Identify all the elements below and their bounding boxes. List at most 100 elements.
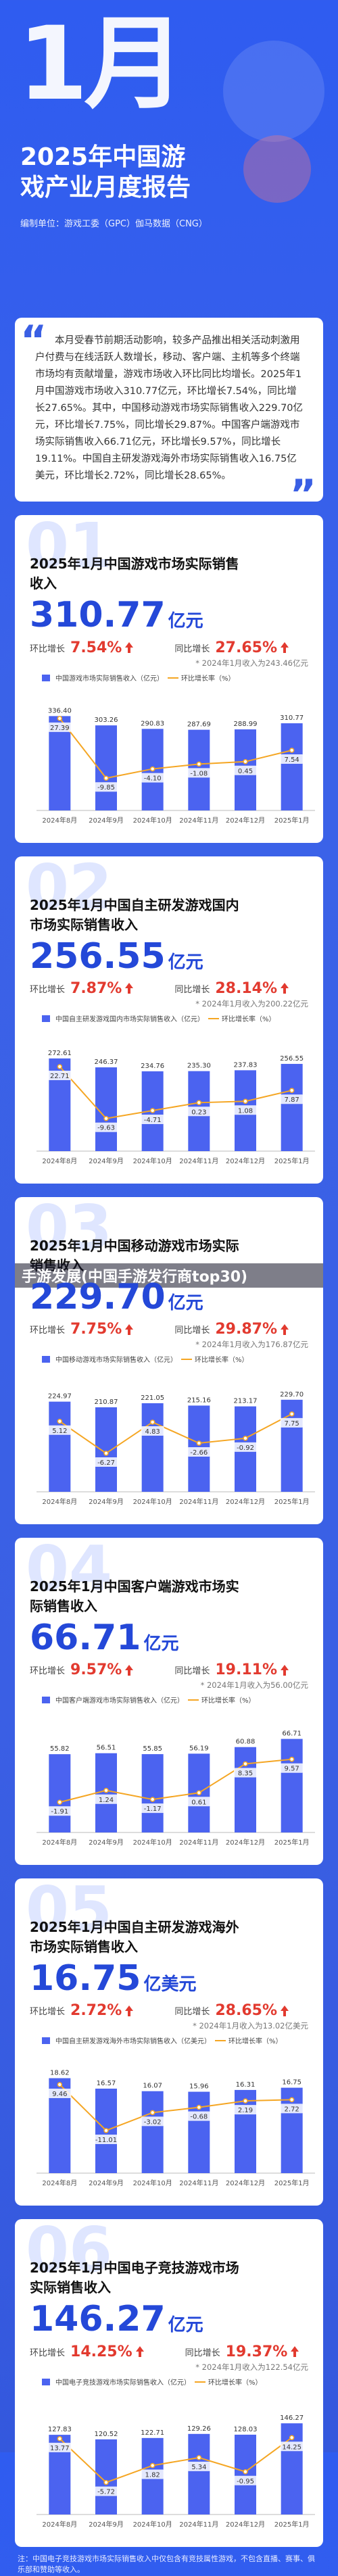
bar-value-label: 16.75	[282, 2079, 301, 2087]
growth-label-bg	[141, 1114, 164, 1124]
x-tick-label: 2024年11月	[179, 1838, 218, 1847]
growth-value-label: -11.01	[95, 2137, 117, 2144]
growth-label-bg	[95, 1794, 118, 1804]
x-tick-label: 2024年9月	[89, 816, 124, 825]
growth-stats: 环比增长 9.57% 同比增长 19.11%	[30, 1661, 308, 1678]
x-tick-label: 2024年10月	[133, 1157, 172, 1165]
x-tick-label: 2024年12月	[226, 1157, 265, 1165]
growth-value-label: -9.63	[97, 1125, 115, 1132]
growth-point	[57, 2435, 63, 2441]
x-tick-label: 2024年8月	[42, 1497, 77, 1506]
bar-value-label: 16.07	[143, 2083, 162, 2090]
bar-value-label: 215.16	[187, 1396, 211, 1404]
chart: 中国自主研发游戏海外市场实际销售收入（亿美元） 环比增长率（%） 18.62 16.5…	[37, 2037, 315, 2187]
growth-point	[243, 1098, 248, 1104]
section-title: 2025年1月中国电子竞技游戏市场实际销售收入	[30, 2260, 239, 2296]
growth-value-label: 7.87	[285, 1096, 299, 1104]
growth-point	[149, 2110, 155, 2116]
headline-unit: 亿元	[168, 611, 203, 632]
x-tick-label: 2025年1月	[274, 1497, 310, 1506]
bar-value-label: 128.03	[234, 2425, 258, 2433]
growth-value-label: 27.39	[50, 725, 70, 732]
mom-label: 环比增长	[30, 984, 66, 995]
growth-value-label: 1.82	[145, 2471, 160, 2479]
x-tick-label: 2025年1月	[274, 1838, 310, 1847]
bar	[281, 723, 303, 810]
growth-point	[289, 2097, 295, 2103]
bar	[141, 1754, 164, 1833]
headline-number: 229.70	[30, 1276, 166, 1317]
up-arrow	[135, 2346, 144, 2358]
growth-label-bg	[48, 2442, 72, 2452]
arrow-shape	[291, 2346, 299, 2358]
growth-point	[149, 2462, 155, 2468]
growth-point	[289, 2435, 295, 2440]
bar-value-label: 235.30	[187, 1062, 211, 1069]
bar-value-label: 16.57	[97, 2080, 116, 2087]
mom-value: 2.72%	[70, 2002, 122, 2020]
legend-label: 中国自主研发游戏海外市场实际销售收入（亿美元）	[55, 2037, 211, 2045]
bar-value-label: 272.61	[48, 1050, 72, 1057]
growth-label-bg	[48, 1425, 72, 1435]
bar-value-label: 210.87	[95, 1399, 118, 1406]
growth-label-bg	[95, 1122, 118, 1132]
growth-label-bg	[187, 768, 211, 778]
intro-text: 本月受春节前期活动影响，较多产品推出相关活动刺激用户付费与在线活跃人数增长，移动…	[35, 335, 304, 481]
legend-label: 环比增长率（%）	[181, 674, 235, 683]
x-tick-label: 2024年10月	[133, 2520, 172, 2529]
headline-unit: 亿元	[168, 1292, 203, 1313]
legend-swatch	[42, 2037, 50, 2045]
x-tick-label: 2024年9月	[89, 1838, 124, 1847]
growth-value-label: 14.25	[282, 2444, 301, 2451]
bar	[235, 2434, 256, 2514]
x-tick-label: 2025年1月	[274, 1157, 310, 1165]
growth-point	[57, 1799, 63, 1805]
bar-value-label: 15.96	[189, 2083, 209, 2091]
growth-value-label: 1.08	[238, 1107, 253, 1115]
bar-value-label: 288.99	[234, 721, 258, 728]
yoy-value: 29.87%	[215, 1321, 277, 1338]
headline-value: 16.75 亿美元	[30, 1960, 308, 1998]
section-number: 05	[26, 1878, 113, 1946]
legend-label: 环比增长率（%）	[222, 1015, 276, 1023]
overlay-banner: 手游发展(中国手游发行商top30)	[15, 1263, 323, 1288]
x-tick-label: 2024年10月	[133, 1838, 172, 1847]
bar	[49, 1754, 71, 1833]
growth-point	[149, 1797, 155, 1803]
growth-value-label: -4.71	[144, 1117, 162, 1124]
growth-value-label: -6.27	[97, 1459, 115, 1467]
bar-value-label: 287.69	[187, 721, 211, 728]
growth-point	[243, 1761, 248, 1767]
chart: 中国游戏市场实际销售收入（亿元） 环比增长率（%） 336.40 303.26 290.…	[37, 674, 315, 825]
growth-value-label: -9.85	[97, 784, 115, 792]
header: 1月 2025年中国游戏产业月度报告 编制单位：游戏工委（GPC）伽马数据（CN…	[0, 0, 338, 318]
growth-value-label: -3.02	[144, 2119, 162, 2127]
growth-line	[59, 2084, 292, 2132]
growth-label-bg	[234, 765, 257, 775]
growth-label-bg	[187, 1107, 211, 1117]
growth-value-label: -1.91	[51, 1808, 68, 1816]
section-number: 04	[26, 1538, 113, 1605]
section-card: 032025年1月中国移动游戏市场实际销售收入手游发展(中国手游发行商top30…	[15, 1196, 323, 1524]
bar-value-label: 16.31	[236, 2081, 256, 2089]
legend-label: 中国游戏市场实际销售收入（亿元）	[55, 674, 164, 683]
chart: 中国电子竞技游戏市场实际销售收入（亿元） 环比增长率（%） 127.83 120.52…	[37, 2378, 315, 2529]
mom-label: 环比增长	[30, 643, 66, 654]
bar-value-label: 120.52	[95, 2430, 118, 2437]
bar	[188, 2091, 210, 2174]
growth-point	[243, 758, 248, 764]
legend-label: 环比增长率（%）	[228, 2037, 283, 2045]
mom-value: 9.57%	[70, 1661, 122, 1679]
growth-point	[196, 1100, 202, 1105]
growth-label-bg	[141, 773, 164, 783]
growth-line	[59, 1758, 292, 1803]
headline-number: 310.77	[30, 595, 166, 636]
month: 1月	[18, 5, 185, 123]
x-tick-label: 2025年1月	[274, 2179, 310, 2187]
growth-label-bg	[280, 1094, 304, 1104]
headline-value: 146.27 亿元	[30, 2300, 308, 2339]
growth-point	[289, 1411, 295, 1417]
mom-value: 14.25%	[70, 2343, 132, 2360]
headline-value: 229.70 亿元	[30, 1278, 308, 1317]
growth-value-label: 7.54	[285, 756, 299, 764]
